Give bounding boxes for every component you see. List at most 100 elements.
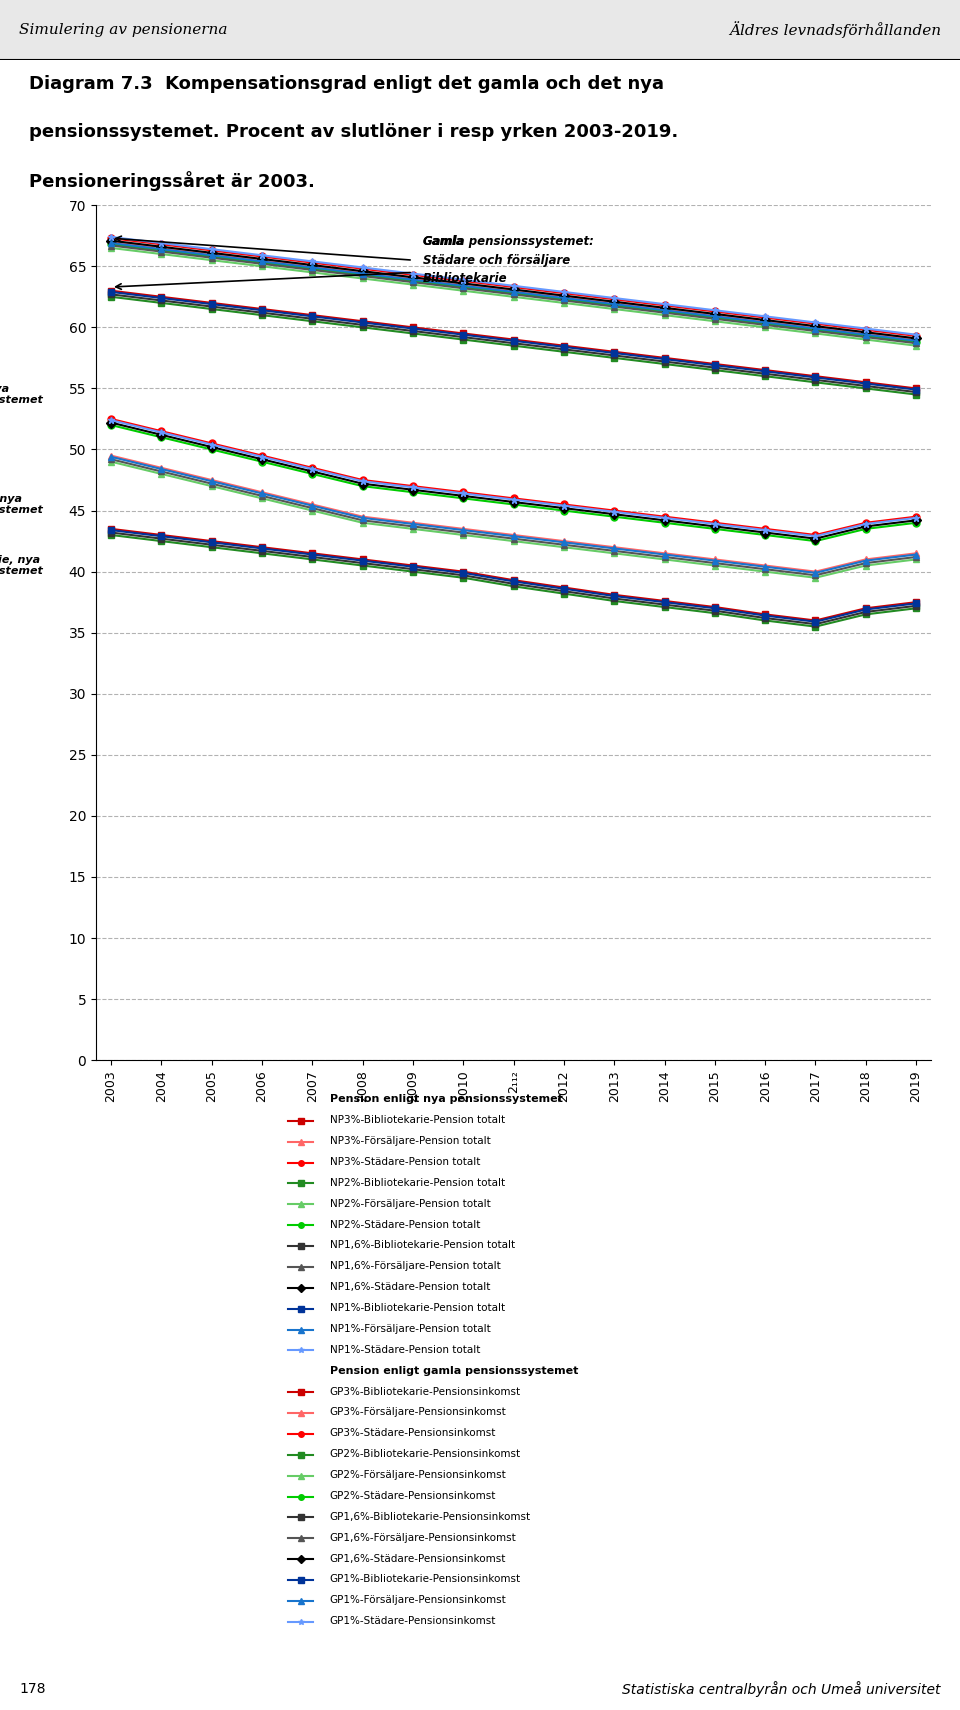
NP2%-Försäljare-Pension totalt	[306, 501, 318, 522]
NP2%-Städare-Pension totalt	[759, 525, 771, 545]
NP1%-Städare-Pension totalt	[306, 458, 318, 479]
NP1%-Försäljare-Pension totalt	[558, 532, 569, 552]
NP1,6%-Bibliotekarie-Pension totalt	[407, 559, 419, 580]
NP1%-Städare-Pension totalt	[609, 501, 620, 522]
NP3%-Städare-Pension totalt	[458, 482, 469, 503]
NP2%-Bibliotekarie-Pension totalt	[357, 556, 369, 576]
NP1,6%-Försäljare-Pension totalt	[659, 547, 670, 568]
NP1%-Städare-Pension totalt	[860, 513, 872, 534]
Text: GP1,6%-Försäljare-Pensionsinkomst: GP1,6%-Försäljare-Pensionsinkomst	[330, 1532, 516, 1542]
Text: Pension enligt nya pensionssystemet: Pension enligt nya pensionssystemet	[330, 1094, 563, 1105]
NP3%-Försäljare-Pension totalt	[910, 544, 922, 564]
NP3%-Städare-Pension totalt	[809, 525, 821, 545]
NP3%-Bibliotekarie-Pension totalt	[860, 598, 872, 619]
Line: NP1%-Försäljare-Pension totalt: NP1%-Försäljare-Pension totalt	[108, 453, 920, 576]
NP1,6%-Försäljare-Pension totalt	[860, 552, 872, 573]
Text: Bibliotekarie: Bibliotekarie	[423, 272, 508, 286]
NP2%-Städare-Pension totalt	[407, 482, 419, 503]
Text: Statistiska centralbyrån och Umeå universitet: Statistiska centralbyrån och Umeå univer…	[622, 1681, 941, 1696]
Text: GP1%-Bibliotekarie-Pensionsinkomst: GP1%-Bibliotekarie-Pensionsinkomst	[330, 1575, 521, 1585]
Text: NP1,6%-Städare-Pension totalt: NP1,6%-Städare-Pension totalt	[330, 1282, 491, 1293]
NP1%-Städare-Pension totalt	[106, 410, 117, 431]
NP3%-Bibliotekarie-Pension totalt	[306, 544, 318, 564]
NP3%-Städare-Pension totalt	[156, 421, 167, 441]
NP1%-Försäljare-Pension totalt	[106, 446, 117, 467]
NP1,6%-Städare-Pension totalt	[156, 424, 167, 445]
NP1,6%-Bibliotekarie-Pension totalt	[609, 588, 620, 609]
NP2%-Bibliotekarie-Pension totalt	[306, 549, 318, 569]
NP1,6%-Försäljare-Pension totalt	[357, 510, 369, 530]
NP1%-Försäljare-Pension totalt	[759, 556, 771, 576]
Text: Städare och försäljare: Städare och försäljare	[423, 253, 570, 267]
Text: NP3%-Städare-Pension totalt: NP3%-Städare-Pension totalt	[330, 1158, 480, 1166]
NP2%-Bibliotekarie-Pension totalt	[609, 590, 620, 610]
NP2%-Försäljare-Pension totalt	[558, 537, 569, 557]
NP3%-Försäljare-Pension totalt	[609, 537, 620, 557]
NP1%-Försäljare-Pension totalt	[256, 484, 268, 504]
NP3%-Bibliotekarie-Pension totalt	[156, 525, 167, 545]
NP2%-Försäljare-Pension totalt	[206, 475, 218, 496]
NP1,6%-Städare-Pension totalt	[407, 479, 419, 499]
NP3%-Försäljare-Pension totalt	[256, 482, 268, 503]
NP2%-Städare-Pension totalt	[860, 518, 872, 539]
Text: Försäljare, nya
pensionssystemet: Försäljare, nya pensionssystemet	[0, 494, 43, 515]
Text: Gamla: Gamla	[423, 236, 465, 248]
NP2%-Städare-Pension totalt	[206, 439, 218, 460]
NP2%-Bibliotekarie-Pension totalt	[759, 610, 771, 631]
NP1%-Försäljare-Pension totalt	[206, 470, 218, 491]
NP2%-Städare-Pension totalt	[106, 416, 117, 436]
NP3%-Försäljare-Pension totalt	[156, 458, 167, 479]
NP2%-Bibliotekarie-Pension totalt	[407, 561, 419, 581]
NP2%-Städare-Pension totalt	[558, 501, 569, 522]
NP1%-Bibliotekarie-Pension totalt	[558, 578, 569, 598]
NP2%-Försäljare-Pension totalt	[659, 549, 670, 569]
NP3%-Bibliotekarie-Pension totalt	[407, 556, 419, 576]
NP3%-Bibliotekarie-Pension totalt	[508, 569, 519, 590]
Text: NP3%-Försäljare-Pension totalt: NP3%-Försäljare-Pension totalt	[330, 1135, 491, 1146]
Line: NP2%-Bibliotekarie-Pension totalt: NP2%-Bibliotekarie-Pension totalt	[108, 532, 920, 629]
NP1,6%-Bibliotekarie-Pension totalt	[759, 607, 771, 628]
Text: Gamla pensionssystemet:: Gamla pensionssystemet:	[423, 236, 594, 248]
NP1,6%-Bibliotekarie-Pension totalt	[306, 547, 318, 568]
NP2%-Städare-Pension totalt	[659, 513, 670, 534]
NP3%-Städare-Pension totalt	[407, 475, 419, 496]
NP1,6%-Försäljare-Pension totalt	[809, 564, 821, 585]
NP3%-Städare-Pension totalt	[306, 458, 318, 479]
NP1,6%-Bibliotekarie-Pension totalt	[206, 535, 218, 556]
NP2%-Städare-Pension totalt	[709, 518, 721, 539]
NP1,6%-Städare-Pension totalt	[558, 498, 569, 518]
NP1,6%-Bibliotekarie-Pension totalt	[709, 600, 721, 621]
Text: Äldres levnadsförhållanden: Äldres levnadsförhållanden	[729, 22, 941, 38]
NP2%-Försäljare-Pension totalt	[458, 525, 469, 545]
NP3%-Bibliotekarie-Pension totalt	[709, 597, 721, 617]
NP1%-Städare-Pension totalt	[407, 477, 419, 498]
NP1%-Försäljare-Pension totalt	[709, 551, 721, 571]
Text: 178: 178	[19, 1681, 46, 1696]
Text: GP1,6%-Bibliotekarie-Pensionsinkomst: GP1,6%-Bibliotekarie-Pensionsinkomst	[330, 1512, 531, 1522]
Line: NP2%-Försäljare-Pension totalt: NP2%-Försäljare-Pension totalt	[108, 458, 920, 581]
NP1,6%-Försäljare-Pension totalt	[407, 516, 419, 537]
NP1%-Försäljare-Pension totalt	[659, 544, 670, 564]
NP2%-Försäljare-Pension totalt	[508, 530, 519, 551]
Text: GP3%-Bibliotekarie-Pensionsinkomst: GP3%-Bibliotekarie-Pensionsinkomst	[330, 1387, 521, 1397]
NP1%-Städare-Pension totalt	[659, 508, 670, 528]
NP2%-Försäljare-Pension totalt	[357, 513, 369, 534]
NP1%-Städare-Pension totalt	[357, 470, 369, 491]
NP1%-Försäljare-Pension totalt	[306, 496, 318, 516]
Text: Pensioneringssåret är 2003.: Pensioneringssåret är 2003.	[29, 171, 315, 192]
NP1%-Försäljare-Pension totalt	[357, 508, 369, 528]
NP1,6%-Bibliotekarie-Pension totalt	[558, 581, 569, 602]
NP1,6%-Städare-Pension totalt	[357, 474, 369, 494]
NP1%-Försäljare-Pension totalt	[156, 458, 167, 479]
Text: NP1,6%-Försäljare-Pension totalt: NP1,6%-Försäljare-Pension totalt	[330, 1262, 500, 1271]
NP1,6%-Bibliotekarie-Pension totalt	[659, 595, 670, 616]
NP1%-Bibliotekarie-Pension totalt	[256, 539, 268, 559]
Line: NP3%-Städare-Pension totalt: NP3%-Städare-Pension totalt	[108, 416, 920, 539]
NP1,6%-Försäljare-Pension totalt	[156, 462, 167, 482]
NP1%-Försäljare-Pension totalt	[910, 544, 922, 564]
NP2%-Städare-Pension totalt	[809, 530, 821, 551]
NP1,6%-Städare-Pension totalt	[508, 492, 519, 513]
Line: NP1,6%-Städare-Pension totalt: NP1,6%-Städare-Pension totalt	[108, 419, 920, 542]
NP2%-Bibliotekarie-Pension totalt	[809, 616, 821, 636]
NP1,6%-Städare-Pension totalt	[206, 436, 218, 457]
